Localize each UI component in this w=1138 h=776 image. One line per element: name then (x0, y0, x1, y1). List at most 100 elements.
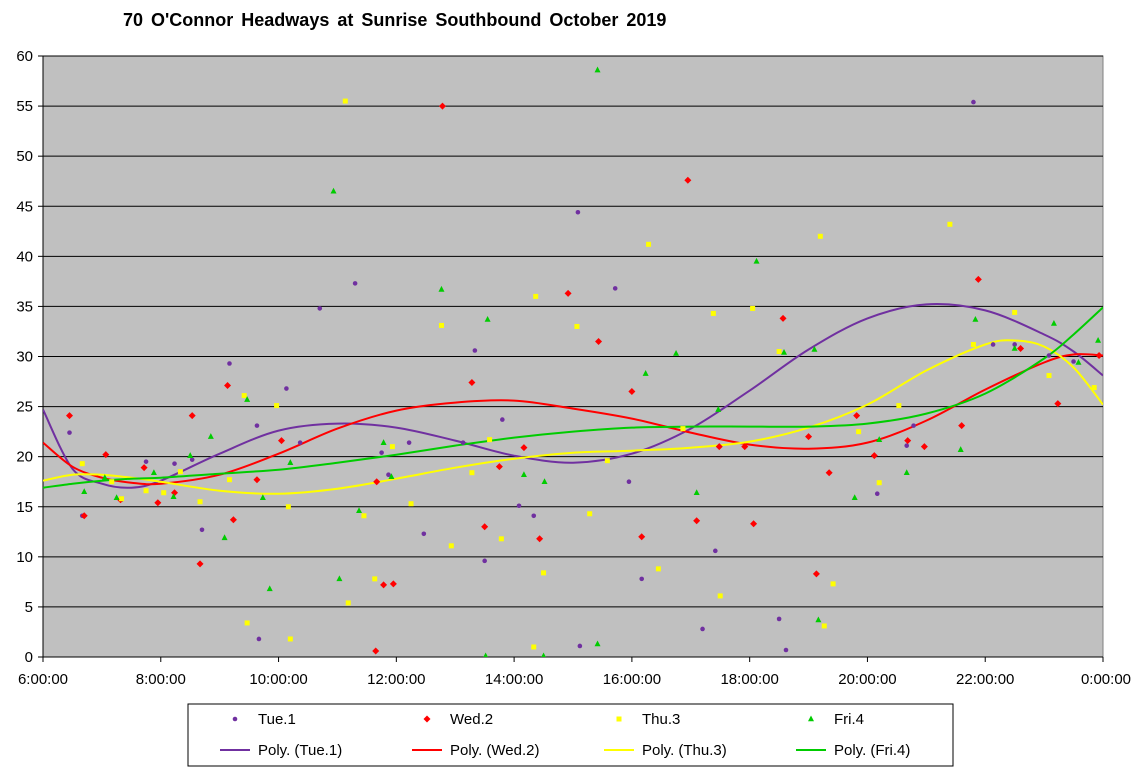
data-point-thu-3 (161, 490, 167, 496)
data-point-wed-2 (805, 433, 813, 441)
data-point-tue-1 (67, 430, 72, 435)
data-point-thu-3 (177, 469, 183, 475)
data-point-tue-1 (189, 457, 195, 462)
data-point-wed-2 (870, 452, 878, 460)
data-point-wed-2 (438, 102, 446, 110)
data-point-thu-3 (531, 644, 537, 650)
data-point-thu-3 (438, 322, 444, 328)
legend-label-fri-4: Fri.4 (834, 711, 864, 728)
data-point-wed-2 (253, 476, 261, 484)
data-point-tue-1 (172, 461, 177, 466)
trendline-tue-1 (43, 303, 1103, 489)
data-point-thu-3 (533, 293, 539, 299)
data-point-wed-2 (684, 176, 692, 184)
data-point-wed-2 (380, 581, 388, 589)
data-point-tue-1 (577, 643, 583, 649)
data-point-thu-3 (143, 488, 149, 494)
data-point-fri-4 (356, 507, 363, 514)
data-point-wed-2 (373, 478, 381, 486)
data-point-wed-2 (958, 422, 966, 430)
data-point-fri-4 (1050, 319, 1057, 326)
data-point-thu-3 (197, 499, 203, 505)
data-point-tue-1 (379, 450, 384, 455)
data-point-thu-3 (750, 305, 756, 311)
legend-trend-label-fri-4: Poly. (Fri.4) (834, 742, 910, 759)
y-tick-label: 20 (16, 449, 33, 466)
data-point-wed-2 (229, 516, 237, 524)
data-point-thu-3 (680, 426, 686, 432)
data-point-tue-1 (990, 342, 996, 347)
data-point-wed-2 (196, 560, 204, 568)
data-point-fri-4 (715, 406, 722, 412)
data-point-fri-4 (170, 493, 177, 500)
legend-trend-label-thu-3: Poly. (Thu.3) (642, 742, 727, 759)
legend-label-tue-1: Tue.1 (258, 711, 296, 728)
data-point-fri-4 (187, 452, 194, 458)
data-point-tue-1 (713, 548, 718, 554)
data-point-fri-4 (380, 439, 387, 445)
data-point-wed-2 (825, 469, 833, 477)
data-point-tue-1 (575, 209, 581, 215)
y-tick-label: 55 (16, 98, 33, 115)
data-point-fri-4 (266, 585, 273, 592)
data-point-fri-4 (815, 616, 822, 623)
data-point-fri-4 (693, 489, 700, 496)
data-point-wed-2 (779, 314, 787, 322)
legend: Tue.1 Poly. (Tue.1) Wed.2 Poly. (Wed.2) Thu.… (187, 703, 954, 767)
data-point-wed-2 (536, 535, 544, 543)
data-point-tue-1 (516, 503, 522, 509)
data-point-fri-4 (484, 315, 491, 322)
data-point-thu-3 (817, 233, 823, 239)
data-point-thu-3 (655, 566, 661, 572)
y-tick-label: 30 (16, 349, 33, 366)
data-point-thu-3 (469, 470, 475, 476)
data-point-fri-4 (851, 494, 858, 501)
series-wed-2-points (66, 102, 1103, 655)
data-point-fri-4 (287, 459, 294, 465)
data-point-tue-1 (971, 99, 976, 105)
data-point-wed-2 (853, 412, 861, 420)
data-point-tue-1 (317, 306, 323, 311)
data-point-fri-4 (207, 433, 214, 439)
data-point-tue-1 (284, 386, 289, 391)
data-point-wed-2 (741, 443, 749, 451)
trend-lines (43, 303, 1103, 495)
data-point-wed-2 (495, 463, 503, 471)
data-point-fri-4 (388, 473, 395, 479)
data-point-tue-1 (256, 636, 262, 642)
data-point-tue-1 (1071, 359, 1076, 364)
data-point-fri-4 (753, 257, 760, 264)
data-point-fri-4 (81, 488, 88, 495)
data-point-fri-4 (259, 494, 266, 501)
data-point-thu-3 (389, 444, 395, 450)
data-point-tue-1 (783, 647, 789, 653)
data-point-fri-4 (221, 534, 228, 541)
data-point-fri-4 (438, 285, 445, 292)
y-tick-label: 35 (16, 298, 33, 315)
data-point-wed-2 (389, 580, 397, 588)
legend-label-thu-3: Thu.3 (642, 711, 680, 728)
data-point-tue-1 (911, 423, 916, 428)
data-point-tue-1 (297, 440, 303, 445)
data-point-wed-2 (188, 412, 196, 420)
legend-marker-wed-2 (423, 715, 431, 723)
data-point-thu-3 (241, 393, 247, 399)
x-tick-label: 6:00:00 (18, 671, 68, 688)
data-point-thu-3 (498, 536, 504, 542)
data-point-wed-2 (638, 533, 646, 541)
data-point-fri-4 (1095, 336, 1102, 343)
data-point-thu-3 (285, 504, 291, 510)
data-point-thu-3 (541, 570, 547, 576)
legend-marker-tue-1 (232, 716, 238, 722)
series-thu-3-points (79, 98, 1097, 650)
data-point-wed-2 (481, 523, 489, 531)
y-tick-label: 50 (16, 148, 33, 165)
data-point-tue-1 (254, 423, 260, 428)
data-point-thu-3 (274, 403, 280, 409)
legend-trend-label-tue-1: Poly. (Tue.1) (258, 742, 342, 759)
data-point-thu-3 (1091, 385, 1097, 391)
data-point-thu-3 (710, 310, 716, 316)
y-tick-label: 25 (16, 399, 33, 416)
x-tick-label: 14:00:00 (485, 671, 543, 688)
